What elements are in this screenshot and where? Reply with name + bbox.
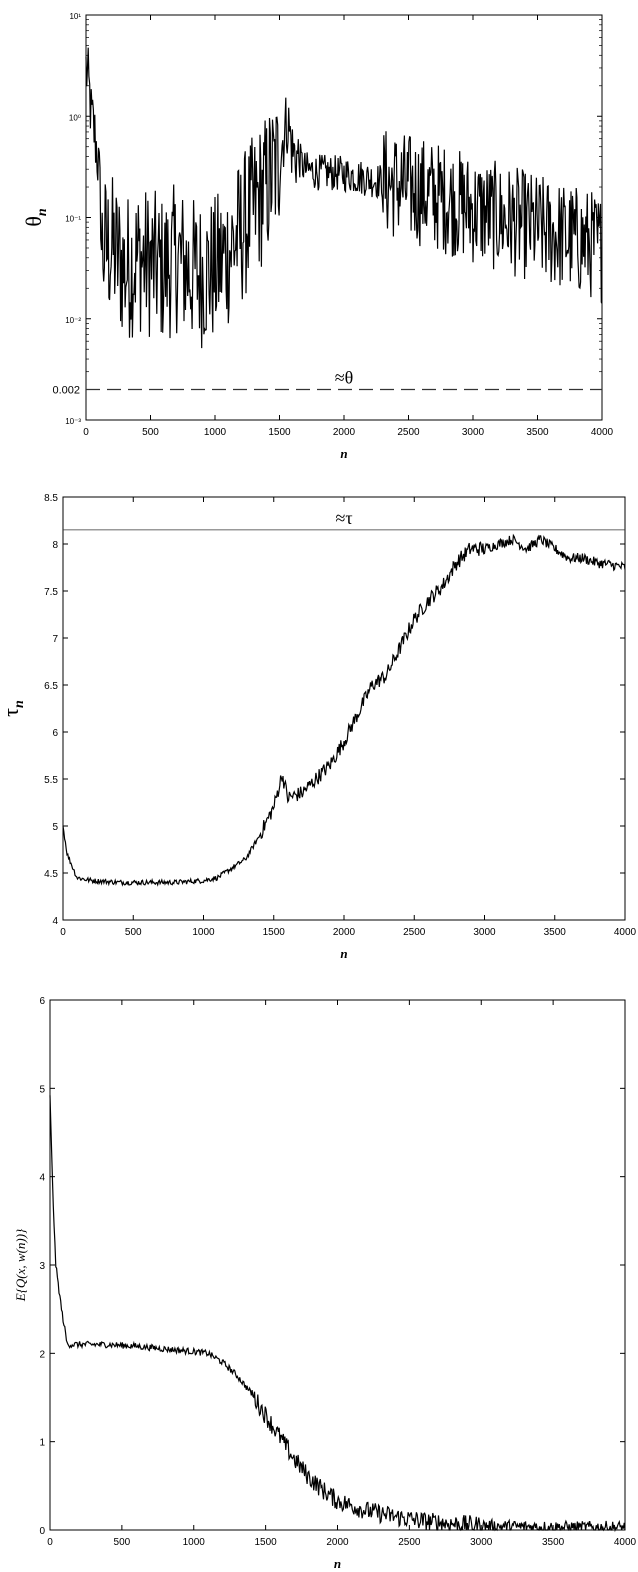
plot-area-frame bbox=[62, 496, 626, 921]
y-axis-label-symbol: τ bbox=[0, 708, 23, 717]
y-tick-label: 5 bbox=[39, 1084, 45, 1095]
y-tick-label: 0 bbox=[39, 1526, 45, 1537]
data-line-series bbox=[49, 1095, 626, 1533]
y-tick-label: 5.5 bbox=[44, 775, 58, 786]
y-tick-label: 7.5 bbox=[44, 587, 58, 598]
x-axis-label: n bbox=[340, 946, 347, 961]
y-axis-label: E{Q(x, w(n))} bbox=[13, 1228, 28, 1302]
x-tick-label: 1000 bbox=[192, 927, 215, 938]
reference-label: ≈τ bbox=[335, 508, 352, 528]
y-tick-label: 10⁻¹ bbox=[65, 215, 81, 224]
x-tick-label: 0 bbox=[47, 1537, 53, 1548]
x-tick-label: 1000 bbox=[204, 427, 227, 438]
x-tick-label: 1000 bbox=[183, 1537, 206, 1548]
expected-loss-chart-panel: 0 500 1000 1500 2000 2500 3000 3500 4000 0 1 2 3 4 5 6 n… bbox=[13, 996, 637, 1571]
y-tick-label: 10¹ bbox=[69, 12, 81, 21]
y-tick-label: 4 bbox=[39, 1173, 45, 1184]
y-tick-label: 3 bbox=[39, 1261, 45, 1272]
y-axis-label: θn bbox=[21, 208, 50, 227]
x-tick-label: 4000 bbox=[591, 427, 614, 438]
x-tick-label: 2000 bbox=[333, 927, 356, 938]
y-tick-label: 4 bbox=[52, 916, 58, 927]
x-tick-label: 2000 bbox=[333, 427, 356, 438]
y-tick-label: 2 bbox=[39, 1349, 45, 1360]
y-tick-label: 1 bbox=[39, 1438, 45, 1449]
y-tick-label: 10⁻² bbox=[65, 316, 81, 325]
x-tick-label: 3000 bbox=[462, 427, 485, 438]
x-tick-label: 2500 bbox=[403, 927, 426, 938]
x-tick-label: 0 bbox=[60, 927, 66, 938]
reference-value-label: 0.002 bbox=[52, 385, 80, 397]
x-tick-label: 1500 bbox=[268, 427, 291, 438]
plot-area-frame bbox=[49, 999, 626, 1531]
data-line-series bbox=[62, 533, 626, 887]
y-tick-label: 6.5 bbox=[44, 681, 58, 692]
y-tick-label: 6 bbox=[52, 728, 58, 739]
y-tick-label: 4.5 bbox=[44, 869, 58, 880]
y-tick-label: 6 bbox=[39, 996, 45, 1007]
x-tick-label: 4000 bbox=[614, 1537, 637, 1548]
x-tick-label: 3500 bbox=[542, 1537, 565, 1548]
x-tick-label: 2500 bbox=[398, 1537, 421, 1548]
x-tick-label: 4000 bbox=[614, 927, 637, 938]
y-tick-label: 10⁰ bbox=[69, 113, 81, 122]
data-line-series bbox=[85, 47, 603, 349]
x-tick-label: 500 bbox=[125, 927, 142, 938]
x-tick-label: 2500 bbox=[397, 427, 420, 438]
y-axis-label-symbol: θ bbox=[21, 216, 46, 227]
y-axis-label: τn bbox=[0, 700, 27, 717]
y-tick-label: 10⁻³ bbox=[65, 417, 81, 426]
y-tick-label: 8 bbox=[52, 540, 58, 551]
y-axis-label-subscript: n bbox=[12, 700, 27, 708]
x-tick-label: 3000 bbox=[473, 927, 496, 938]
y-tick-label: 8.5 bbox=[44, 493, 58, 504]
x-tick-label: 1500 bbox=[263, 927, 286, 938]
x-axis-label: n bbox=[340, 446, 347, 461]
x-axis-label: n bbox=[334, 1556, 341, 1571]
tau-chart-panel: 0 500 1000 1500 2000 2500 3000 3500 4000 4 4.5 5 5.5… bbox=[0, 493, 637, 961]
x-tick-label: 2000 bbox=[326, 1537, 349, 1548]
y-tick-label: 7 bbox=[52, 634, 58, 645]
x-tick-label: 500 bbox=[142, 427, 159, 438]
reference-label: ≈θ bbox=[335, 368, 354, 388]
x-tick-label: 3500 bbox=[544, 927, 567, 938]
y-axis-label-subscript: n bbox=[35, 208, 50, 216]
x-tick-label: 1500 bbox=[255, 1537, 278, 1548]
x-tick-label: 3500 bbox=[526, 427, 549, 438]
x-tick-label: 3000 bbox=[470, 1537, 493, 1548]
x-tick-label: 0 bbox=[83, 427, 89, 438]
theta-chart-panel: 0 500 1000 1500 2000 2500 3000 3500 4000 10¹ 10⁰ 10… bbox=[21, 12, 614, 461]
x-tick-label: 500 bbox=[114, 1537, 131, 1548]
y-tick-label: 5 bbox=[52, 822, 58, 833]
